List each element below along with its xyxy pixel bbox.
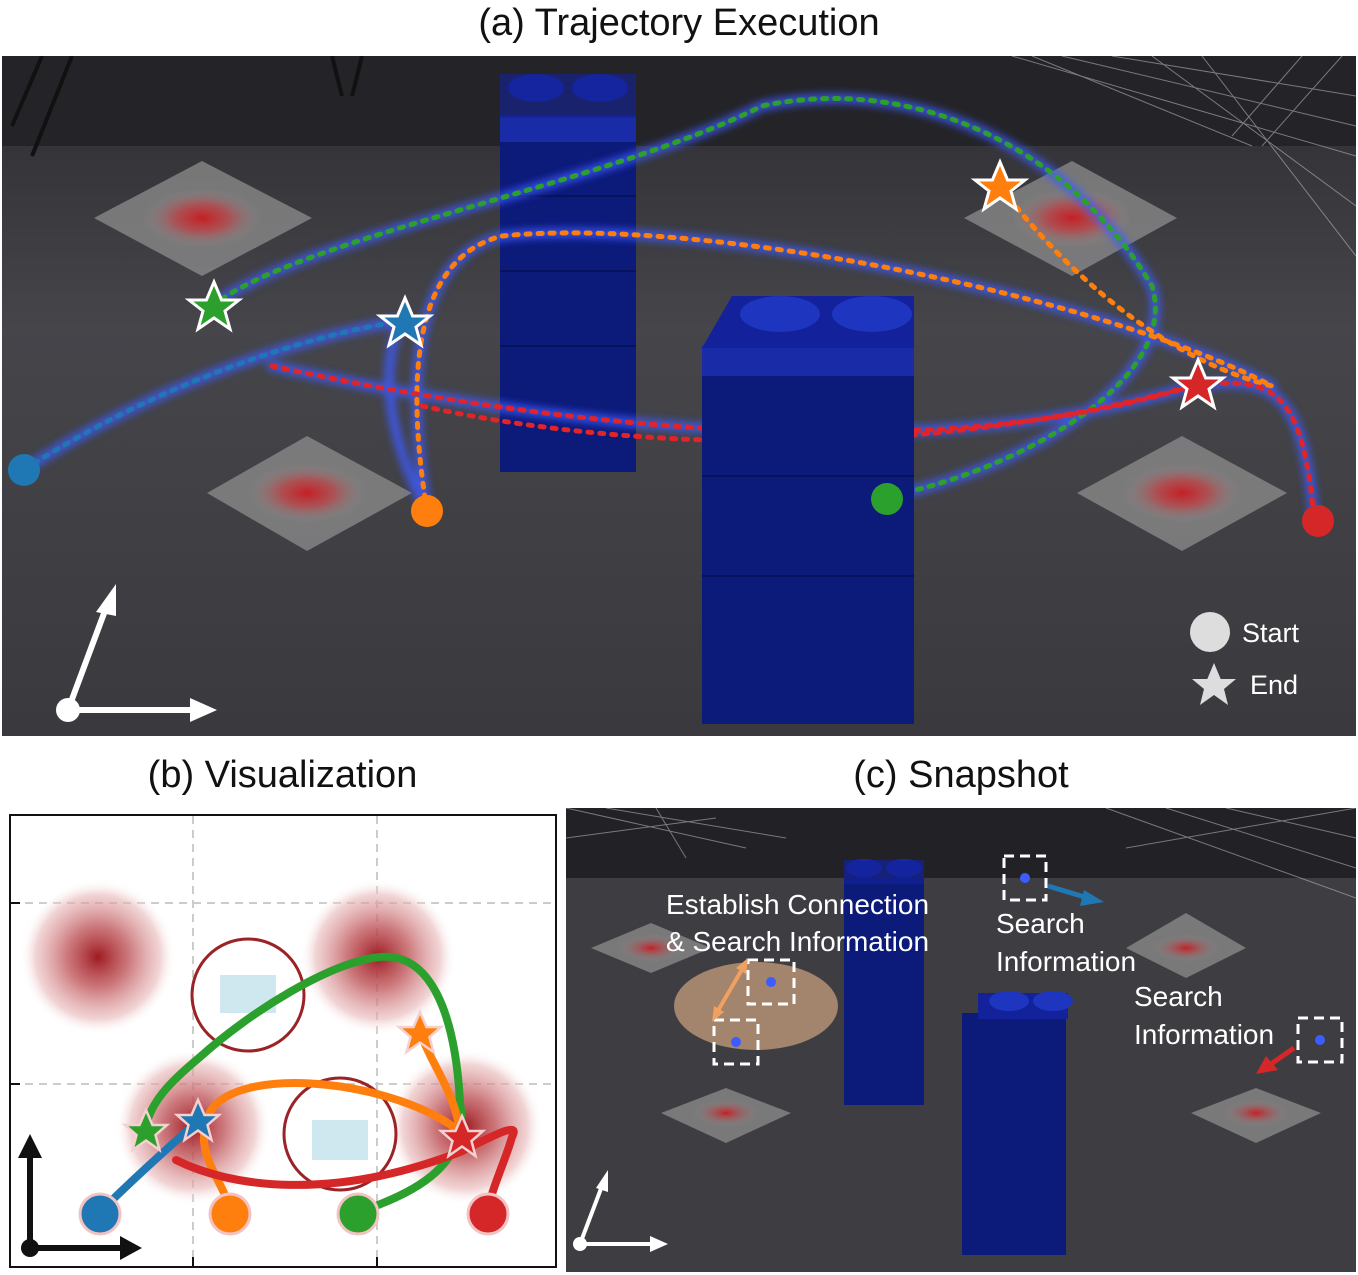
drone-box-1: [746, 958, 796, 1006]
blue-trajectory: [21, 318, 405, 473]
establish-line1: Establish Connection: [666, 889, 929, 920]
legend-start-label: Start: [1242, 618, 1300, 648]
start-red: [1302, 505, 1334, 537]
search2-line1: Search: [1134, 981, 1223, 1012]
front-tower: [962, 991, 1073, 1255]
trajectory-execution-photo: Start End: [2, 56, 1356, 736]
panel-a-title: (a) Trajectory Execution: [478, 2, 880, 44]
start-orange: [411, 495, 443, 527]
end-orange: [970, 158, 1030, 213]
axes-icon: [573, 1170, 668, 1252]
snapshot-photo: Establish Connection & Search Informatio…: [566, 808, 1356, 1272]
end-red: [1168, 356, 1228, 411]
drone-box-4: [1296, 1016, 1344, 1064]
annotations: Establish Connection & Search Informatio…: [666, 889, 1274, 1050]
end-green: [184, 278, 244, 333]
end-markers: [184, 158, 1228, 411]
ticks: [10, 902, 378, 1267]
legend-end-icon: [1192, 663, 1236, 705]
drones: [731, 873, 1325, 1047]
visualization-plot: [0, 812, 560, 1272]
floor: [2, 56, 1356, 736]
start-red: [466, 1192, 510, 1236]
safety-net: [1011, 56, 1356, 257]
search1-line2: Information: [996, 946, 1136, 977]
start-green: [336, 1192, 380, 1236]
search1-line1: Search: [996, 908, 1085, 939]
start-orange: [208, 1192, 252, 1236]
orange-path: [200, 1028, 466, 1214]
legend-start-icon: [1190, 612, 1230, 652]
start-blue: [78, 1192, 122, 1236]
drone-boxes: [712, 854, 1344, 1066]
annotation-arrows: [712, 883, 1296, 1074]
start-blue: [8, 454, 40, 486]
tripods: [10, 56, 364, 157]
axes-icon: [56, 584, 217, 722]
drone-box-2: [712, 1018, 760, 1066]
front-tower: [702, 296, 914, 724]
end-blue: [173, 1096, 223, 1144]
back-tower: [844, 859, 924, 1105]
legend: Start End: [1190, 612, 1300, 705]
end-green: [121, 1106, 171, 1154]
start-markers: [8, 454, 1334, 537]
axes-icon: [18, 1134, 142, 1260]
end-points: [121, 1008, 487, 1160]
end-red: [437, 1112, 487, 1160]
safety-net: [566, 808, 1356, 899]
floor: [566, 808, 1356, 1272]
drone-box-3: [1002, 854, 1048, 902]
panel-b-title: (b) Visualization: [147, 754, 418, 796]
search2-line2: Information: [1134, 1019, 1274, 1050]
start-points: [78, 1192, 510, 1236]
heat-zones: [591, 913, 1321, 1143]
establish-line2: & Search Information: [666, 926, 929, 957]
legend-end-label: End: [1250, 670, 1298, 700]
start-green: [871, 483, 903, 515]
connection-zone: [674, 962, 838, 1050]
orange-trajectory: [414, 183, 1274, 514]
end-orange: [395, 1008, 445, 1056]
panel-c-title: (c) Snapshot: [853, 754, 1069, 796]
end-blue: [375, 294, 435, 349]
